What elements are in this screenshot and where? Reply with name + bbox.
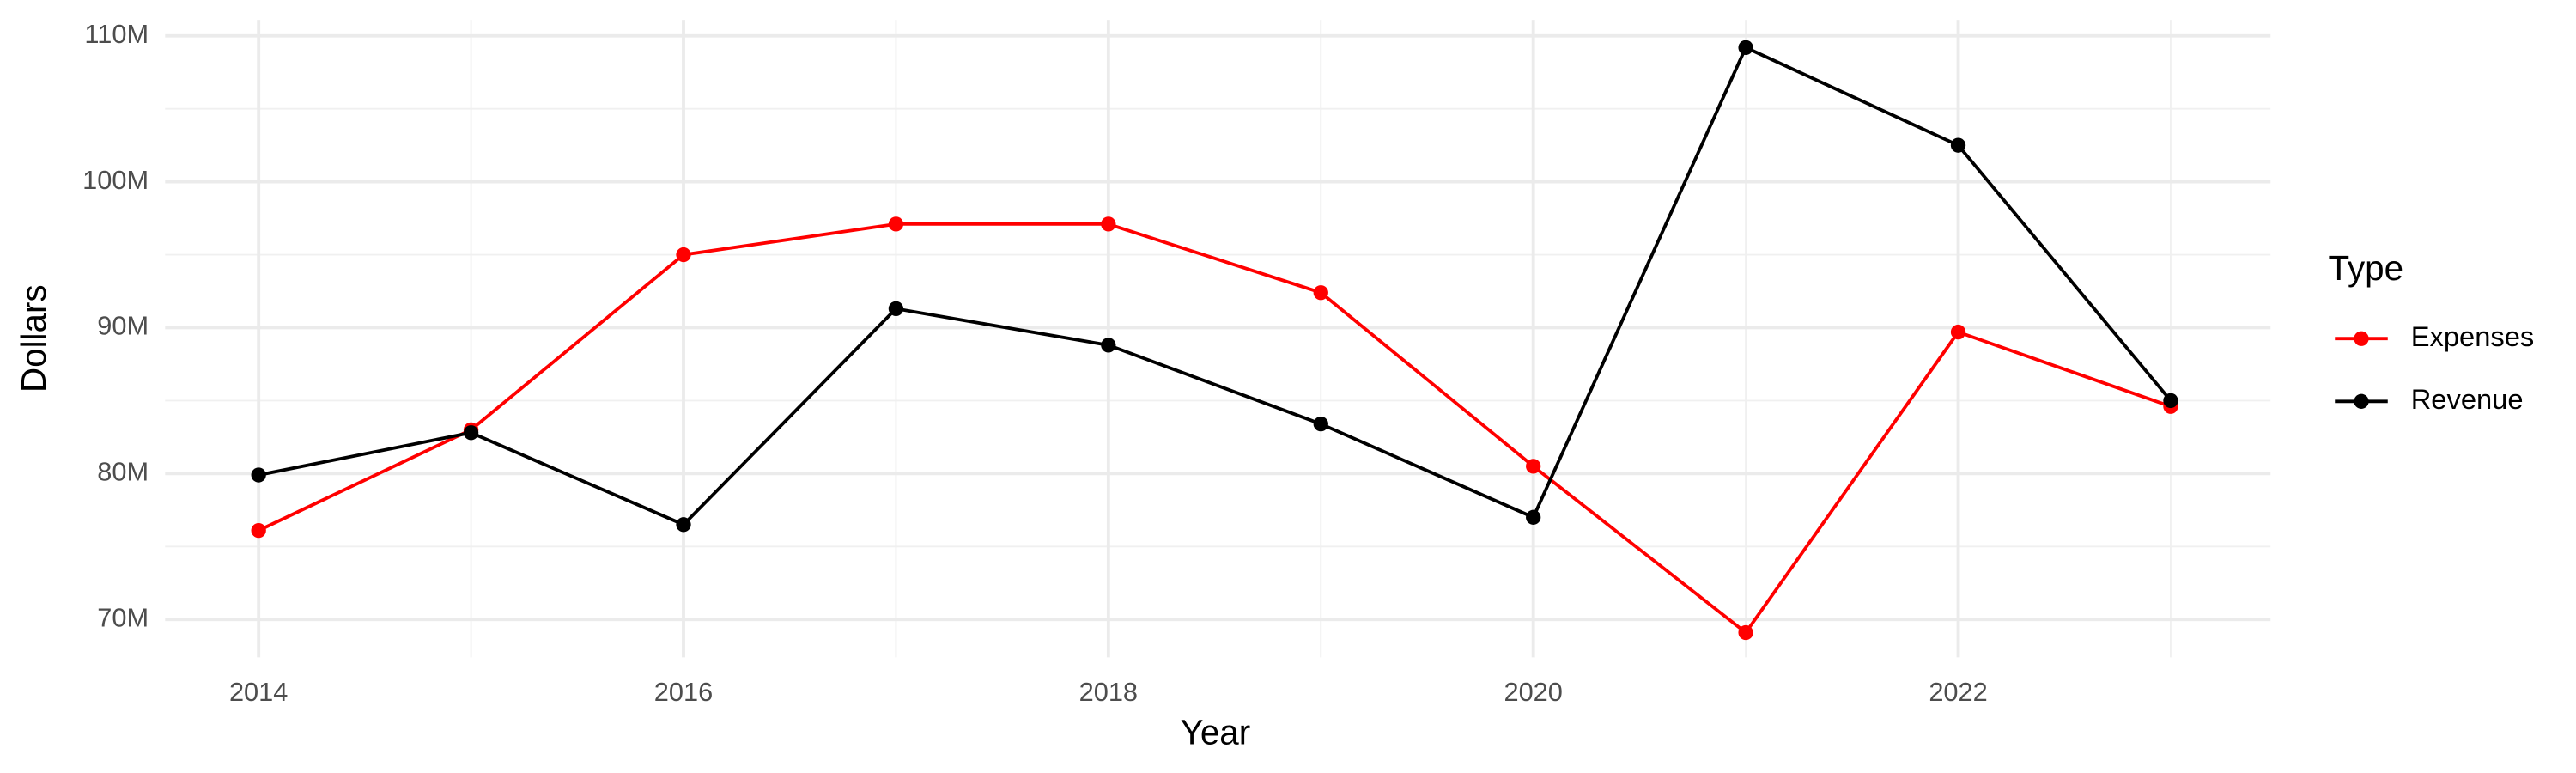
data-point bbox=[1101, 216, 1116, 232]
y-tick-label: 100M bbox=[82, 165, 149, 195]
x-tick-label: 2016 bbox=[654, 677, 713, 707]
y-tick-label: 90M bbox=[97, 311, 149, 341]
x-tick-label: 2018 bbox=[1079, 677, 1138, 707]
data-point bbox=[1313, 285, 1328, 301]
y-tick-label: 70M bbox=[97, 602, 149, 632]
y-axis-label: Dollars bbox=[14, 284, 53, 393]
x-tick-label: 2022 bbox=[1929, 677, 1987, 707]
data-point bbox=[1526, 509, 1541, 525]
legend-marker bbox=[2354, 393, 2369, 409]
y-tick-label: 80M bbox=[97, 456, 149, 486]
legend-marker bbox=[2354, 331, 2369, 346]
series-line bbox=[258, 222, 2172, 636]
legend-label: Expenses bbox=[2411, 320, 2535, 352]
data-point bbox=[888, 216, 904, 232]
x-tick-label: 2020 bbox=[1504, 677, 1562, 707]
data-point bbox=[463, 425, 479, 441]
data-point bbox=[1101, 338, 1116, 353]
legend-title: Type bbox=[2329, 248, 2404, 288]
data-point bbox=[1950, 137, 1966, 153]
y-tick-label: 110M bbox=[84, 19, 149, 49]
data-point bbox=[1313, 416, 1328, 432]
data-point bbox=[888, 301, 904, 317]
data-point bbox=[2163, 393, 2178, 409]
x-axis-label: Year bbox=[1181, 712, 1251, 752]
data-point bbox=[251, 522, 266, 539]
data-point bbox=[676, 247, 691, 263]
data-point bbox=[1950, 324, 1966, 340]
legend-label: Revenue bbox=[2411, 383, 2524, 415]
data-point bbox=[1526, 459, 1541, 474]
data-point bbox=[1738, 40, 1753, 56]
data-point bbox=[251, 467, 266, 483]
data-point bbox=[1738, 624, 1753, 641]
x-tick-label: 2014 bbox=[229, 677, 288, 707]
series-line bbox=[258, 45, 2172, 527]
data-point bbox=[676, 517, 691, 533]
